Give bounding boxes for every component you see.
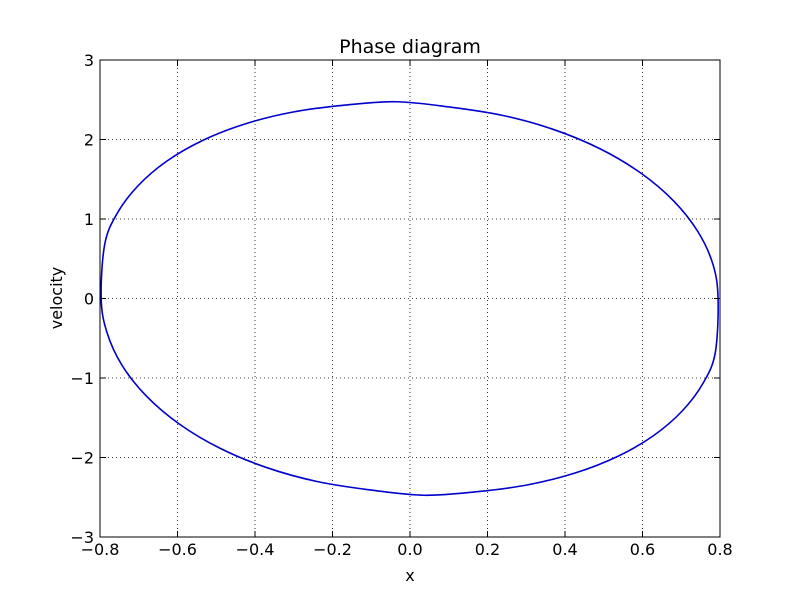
chart-title: Phase diagram (339, 36, 481, 58)
ticks: −0.8 −0.6 −0.4 −0.2 0.0 0.2 0.4 0.6 0.8 −3 −2 −1 0 1 2… (70, 51, 732, 559)
y-axis-label: velocity (47, 267, 66, 330)
y-tick-label: −2 (70, 449, 94, 468)
x-tick-label: 0.0 (397, 540, 422, 559)
y-tick-label: 3 (84, 51, 94, 70)
x-tick-label: 0.4 (552, 540, 577, 559)
x-tick-label: −0.2 (313, 540, 352, 559)
x-tick-label: −0.6 (158, 540, 197, 559)
y-tick-label: −3 (70, 528, 94, 547)
y-tick-label: 0 (84, 290, 94, 309)
x-tick-label: −0.8 (81, 540, 120, 559)
x-axis-label: x (405, 566, 414, 585)
y-tick-label: −1 (70, 369, 94, 388)
x-tick-label: 0.8 (707, 540, 732, 559)
x-tick-label: −0.4 (236, 540, 275, 559)
x-tick-label: 0.2 (475, 540, 500, 559)
x-tick-label: 0.6 (630, 540, 655, 559)
y-tick-label: 2 (84, 131, 94, 150)
y-tick-label: 1 (84, 210, 94, 229)
